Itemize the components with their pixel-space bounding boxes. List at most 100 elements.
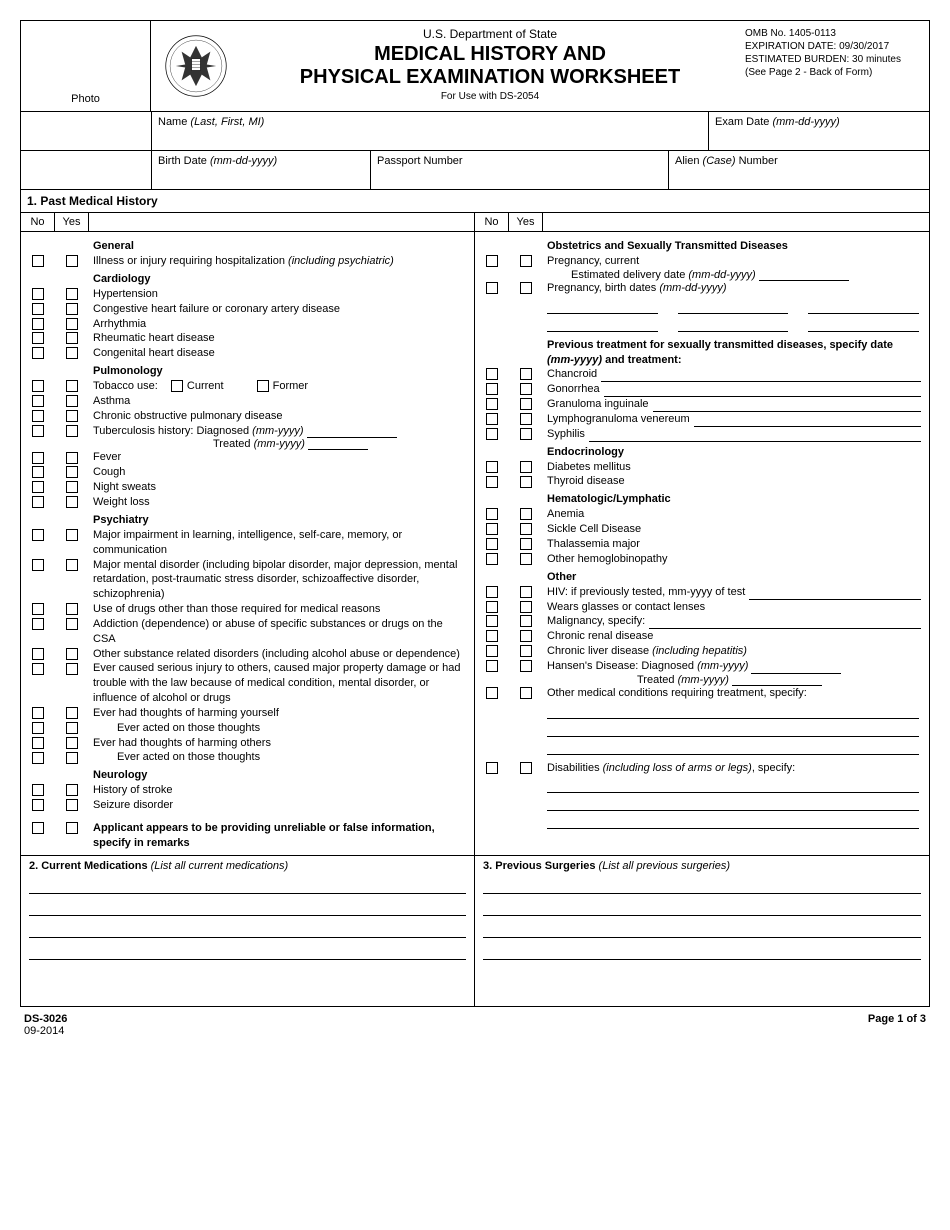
yes-checkbox[interactable] [520, 538, 532, 550]
yes-checkbox[interactable] [520, 601, 532, 613]
edd-input[interactable] [759, 269, 849, 281]
no-checkbox[interactable] [486, 660, 498, 672]
yes-checkbox[interactable] [520, 523, 532, 535]
no-checkbox[interactable] [486, 476, 498, 488]
chancroid-input[interactable] [601, 370, 921, 382]
yes-checkbox[interactable] [520, 255, 532, 267]
yes-checkbox[interactable] [66, 707, 78, 719]
no-checkbox[interactable] [486, 368, 498, 380]
tobacco-current-checkbox[interactable] [171, 380, 183, 392]
yes-checkbox[interactable] [66, 663, 78, 675]
other-cond-line2[interactable] [547, 719, 919, 737]
no-checkbox[interactable] [32, 559, 44, 571]
no-checkbox[interactable] [486, 398, 498, 410]
yes-checkbox[interactable] [66, 332, 78, 344]
no-checkbox[interactable] [32, 648, 44, 660]
no-checkbox[interactable] [32, 481, 44, 493]
yes-checkbox[interactable] [520, 413, 532, 425]
yes-checkbox[interactable] [66, 481, 78, 493]
meds-line4[interactable] [29, 938, 466, 960]
yes-checkbox[interactable] [66, 380, 78, 392]
yes-checkbox[interactable] [66, 752, 78, 764]
yes-checkbox[interactable] [66, 410, 78, 422]
no-checkbox[interactable] [32, 332, 44, 344]
alien-number-field[interactable]: Alien (Case) Number [669, 151, 929, 189]
lgv-input[interactable] [694, 415, 921, 427]
yes-checkbox[interactable] [66, 722, 78, 734]
no-checkbox[interactable] [32, 380, 44, 392]
tb-diagnosed-input[interactable] [307, 426, 397, 438]
no-checkbox[interactable] [32, 707, 44, 719]
yes-checkbox[interactable] [520, 508, 532, 520]
tobacco-former-checkbox[interactable] [257, 380, 269, 392]
yes-checkbox[interactable] [66, 603, 78, 615]
exam-date-field[interactable]: Exam Date (mm-dd-yyyy) [709, 112, 929, 150]
no-checkbox[interactable] [486, 586, 498, 598]
yes-checkbox[interactable] [66, 737, 78, 749]
no-checkbox[interactable] [32, 303, 44, 315]
yes-checkbox[interactable] [66, 799, 78, 811]
tb-treated-input[interactable] [308, 438, 368, 450]
yes-checkbox[interactable] [66, 255, 78, 267]
no-checkbox[interactable] [486, 538, 498, 550]
no-checkbox[interactable] [486, 508, 498, 520]
no-checkbox[interactable] [32, 288, 44, 300]
no-checkbox[interactable] [486, 553, 498, 565]
no-checkbox[interactable] [32, 663, 44, 675]
disabilities-line3[interactable] [547, 811, 919, 829]
hansen-diagnosed-input[interactable] [751, 662, 841, 674]
yes-checkbox[interactable] [66, 288, 78, 300]
yes-checkbox[interactable] [66, 466, 78, 478]
yes-checkbox[interactable] [520, 660, 532, 672]
no-checkbox[interactable] [486, 383, 498, 395]
yes-checkbox[interactable] [66, 395, 78, 407]
yes-checkbox[interactable] [66, 347, 78, 359]
no-checkbox[interactable] [486, 615, 498, 627]
yes-checkbox[interactable] [520, 398, 532, 410]
no-checkbox[interactable] [32, 822, 44, 834]
no-checkbox[interactable] [32, 347, 44, 359]
no-checkbox[interactable] [32, 466, 44, 478]
no-checkbox[interactable] [486, 428, 498, 440]
name-field[interactable]: Name (Last, First, MI) [151, 112, 709, 150]
yes-checkbox[interactable] [66, 784, 78, 796]
surg-line4[interactable] [483, 938, 921, 960]
other-cond-line3[interactable] [547, 737, 919, 755]
no-checkbox[interactable] [32, 395, 44, 407]
yes-checkbox[interactable] [66, 559, 78, 571]
yes-checkbox[interactable] [66, 318, 78, 330]
disabilities-line2[interactable] [547, 793, 919, 811]
yes-checkbox[interactable] [66, 648, 78, 660]
no-checkbox[interactable] [32, 722, 44, 734]
no-checkbox[interactable] [32, 425, 44, 437]
yes-checkbox[interactable] [520, 687, 532, 699]
yes-checkbox[interactable] [520, 630, 532, 642]
surg-line2[interactable] [483, 894, 921, 916]
meds-line1[interactable] [29, 872, 466, 894]
surg-line1[interactable] [483, 872, 921, 894]
no-checkbox[interactable] [486, 687, 498, 699]
granuloma-input[interactable] [653, 400, 921, 412]
no-checkbox[interactable] [486, 762, 498, 774]
yes-checkbox[interactable] [520, 615, 532, 627]
yes-checkbox[interactable] [520, 383, 532, 395]
meds-line3[interactable] [29, 916, 466, 938]
yes-checkbox[interactable] [66, 529, 78, 541]
no-checkbox[interactable] [486, 523, 498, 535]
hiv-date-input[interactable] [749, 588, 921, 600]
no-checkbox[interactable] [32, 529, 44, 541]
yes-checkbox[interactable] [520, 461, 532, 473]
yes-checkbox[interactable] [520, 428, 532, 440]
yes-checkbox[interactable] [66, 303, 78, 315]
no-checkbox[interactable] [32, 452, 44, 464]
no-checkbox[interactable] [486, 645, 498, 657]
birth-dates-lines-1[interactable] [547, 300, 919, 314]
yes-checkbox[interactable] [520, 282, 532, 294]
no-checkbox[interactable] [486, 461, 498, 473]
yes-checkbox[interactable] [66, 618, 78, 630]
birth-date-field[interactable]: Birth Date (mm-dd-yyyy) [151, 151, 371, 189]
no-checkbox[interactable] [32, 752, 44, 764]
hansen-treated-input[interactable] [732, 674, 822, 686]
yes-checkbox[interactable] [66, 822, 78, 834]
birth-dates-lines-2[interactable] [547, 318, 919, 332]
